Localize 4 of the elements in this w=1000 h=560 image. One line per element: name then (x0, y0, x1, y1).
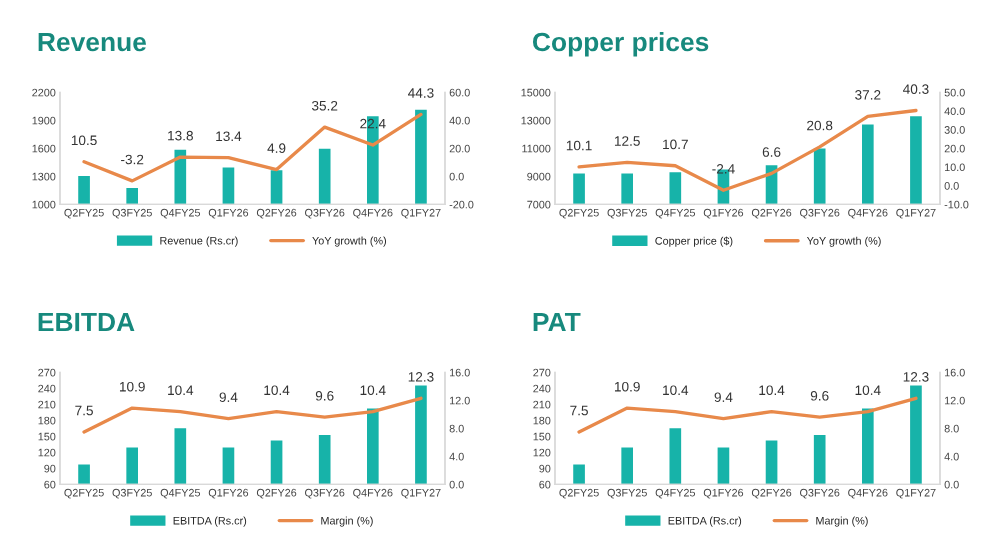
chart-title: Revenue (38, 32, 146, 52)
chart-title: Copper prices (532, 31, 709, 57)
chart-title: PAT (533, 312, 581, 332)
chart-title: EBITDA (38, 312, 135, 332)
